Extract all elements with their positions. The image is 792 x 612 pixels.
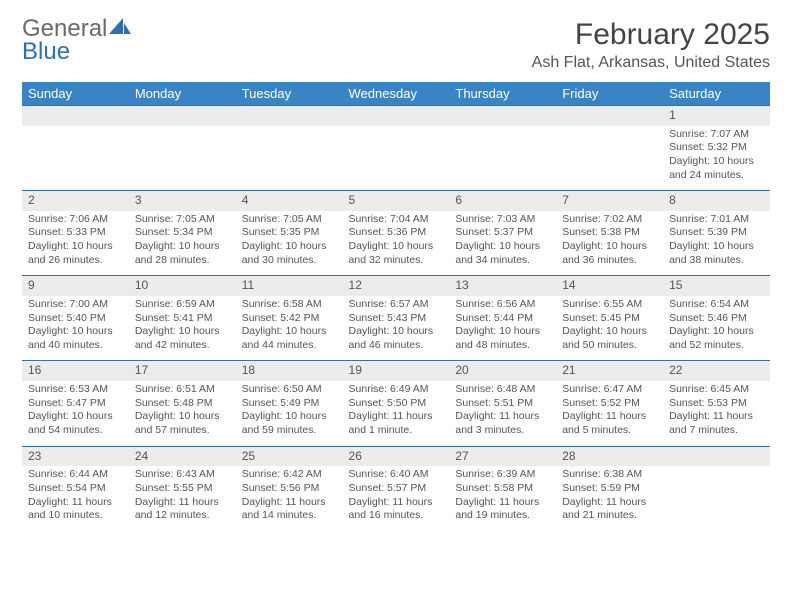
day-cell: Sunrise: 6:43 AM Sunset: 5:55 PM Dayligh…	[129, 466, 236, 531]
header: General Blue February 2025 Ash Flat, Ark…	[22, 18, 770, 72]
day-cell: Sunrise: 6:57 AM Sunset: 5:43 PM Dayligh…	[343, 296, 450, 361]
month-title: February 2025	[532, 18, 770, 52]
day-number: 20	[449, 361, 556, 381]
day-cell: Sunrise: 6:51 AM Sunset: 5:48 PM Dayligh…	[129, 381, 236, 446]
day-number: 5	[343, 191, 450, 211]
day-cell: Sunrise: 7:06 AM Sunset: 5:33 PM Dayligh…	[22, 211, 129, 276]
day-number: 18	[236, 361, 343, 381]
day-number: 9	[22, 276, 129, 296]
day-number: 11	[236, 276, 343, 296]
day-number: 16	[22, 361, 129, 381]
day-cell: Sunrise: 7:04 AM Sunset: 5:36 PM Dayligh…	[343, 211, 450, 276]
day-cell: Sunrise: 7:03 AM Sunset: 5:37 PM Dayligh…	[449, 211, 556, 276]
weekday-header: Sunday	[22, 82, 129, 106]
day-cell: Sunrise: 6:48 AM Sunset: 5:51 PM Dayligh…	[449, 381, 556, 446]
day-content-row: Sunrise: 6:44 AM Sunset: 5:54 PM Dayligh…	[22, 466, 770, 531]
day-number: 21	[556, 361, 663, 381]
day-number	[236, 106, 343, 126]
weekday-header: Friday	[556, 82, 663, 106]
day-cell: Sunrise: 6:44 AM Sunset: 5:54 PM Dayligh…	[22, 466, 129, 531]
day-number: 1	[663, 106, 770, 126]
location-text: Ash Flat, Arkansas, United States	[532, 54, 770, 72]
day-content-row: Sunrise: 6:53 AM Sunset: 5:47 PM Dayligh…	[22, 381, 770, 446]
brand-logo: General Blue	[22, 18, 131, 64]
day-number: 17	[129, 361, 236, 381]
day-cell: Sunrise: 6:42 AM Sunset: 5:56 PM Dayligh…	[236, 466, 343, 531]
day-number: 28	[556, 446, 663, 466]
brand-word-2: Blue	[22, 41, 131, 64]
day-number: 4	[236, 191, 343, 211]
day-cell: Sunrise: 6:40 AM Sunset: 5:57 PM Dayligh…	[343, 466, 450, 531]
day-cell: Sunrise: 6:50 AM Sunset: 5:49 PM Dayligh…	[236, 381, 343, 446]
day-number-row: 1	[22, 106, 770, 126]
day-content-row: Sunrise: 7:00 AM Sunset: 5:40 PM Dayligh…	[22, 296, 770, 361]
weekday-header: Tuesday	[236, 82, 343, 106]
day-cell: Sunrise: 7:02 AM Sunset: 5:38 PM Dayligh…	[556, 211, 663, 276]
day-cell: Sunrise: 6:47 AM Sunset: 5:52 PM Dayligh…	[556, 381, 663, 446]
day-number: 10	[129, 276, 236, 296]
day-number: 12	[343, 276, 450, 296]
day-number: 19	[343, 361, 450, 381]
day-number	[22, 106, 129, 126]
day-content-row: Sunrise: 7:06 AM Sunset: 5:33 PM Dayligh…	[22, 211, 770, 276]
day-cell: Sunrise: 6:49 AM Sunset: 5:50 PM Dayligh…	[343, 381, 450, 446]
day-cell: Sunrise: 6:55 AM Sunset: 5:45 PM Dayligh…	[556, 296, 663, 361]
day-number: 22	[663, 361, 770, 381]
day-number: 24	[129, 446, 236, 466]
day-number: 8	[663, 191, 770, 211]
day-number: 2	[22, 191, 129, 211]
weekday-header-row: Sunday Monday Tuesday Wednesday Thursday…	[22, 82, 770, 106]
day-cell	[129, 126, 236, 191]
day-number: 7	[556, 191, 663, 211]
day-cell: Sunrise: 6:45 AM Sunset: 5:53 PM Dayligh…	[663, 381, 770, 446]
day-cell	[236, 126, 343, 191]
day-number-row: 9101112131415	[22, 276, 770, 296]
weekday-header: Monday	[129, 82, 236, 106]
day-cell	[449, 126, 556, 191]
day-number: 13	[449, 276, 556, 296]
day-number	[449, 106, 556, 126]
day-cell: Sunrise: 7:05 AM Sunset: 5:35 PM Dayligh…	[236, 211, 343, 276]
day-cell	[343, 126, 450, 191]
day-number: 15	[663, 276, 770, 296]
day-number	[663, 446, 770, 466]
day-number: 3	[129, 191, 236, 211]
day-cell: Sunrise: 6:38 AM Sunset: 5:59 PM Dayligh…	[556, 466, 663, 531]
day-cell: Sunrise: 6:58 AM Sunset: 5:42 PM Dayligh…	[236, 296, 343, 361]
day-number: 27	[449, 446, 556, 466]
day-number-row: 2345678	[22, 191, 770, 211]
brand-sail-icon	[109, 18, 131, 34]
day-cell: Sunrise: 6:39 AM Sunset: 5:58 PM Dayligh…	[449, 466, 556, 531]
day-cell: Sunrise: 7:07 AM Sunset: 5:32 PM Dayligh…	[663, 126, 770, 191]
day-cell: Sunrise: 7:01 AM Sunset: 5:39 PM Dayligh…	[663, 211, 770, 276]
day-cell	[22, 126, 129, 191]
day-cell: Sunrise: 6:59 AM Sunset: 5:41 PM Dayligh…	[129, 296, 236, 361]
day-number	[556, 106, 663, 126]
weekday-header: Saturday	[663, 82, 770, 106]
calendar-body: 1Sunrise: 7:07 AM Sunset: 5:32 PM Daylig…	[22, 106, 770, 531]
day-number: 26	[343, 446, 450, 466]
day-number	[129, 106, 236, 126]
calendar-table: Sunday Monday Tuesday Wednesday Thursday…	[22, 82, 770, 531]
day-number	[343, 106, 450, 126]
day-cell: Sunrise: 6:54 AM Sunset: 5:46 PM Dayligh…	[663, 296, 770, 361]
day-number-row: 232425262728	[22, 446, 770, 466]
weekday-header: Thursday	[449, 82, 556, 106]
day-cell	[556, 126, 663, 191]
day-number: 6	[449, 191, 556, 211]
weekday-header: Wednesday	[343, 82, 450, 106]
day-cell: Sunrise: 7:00 AM Sunset: 5:40 PM Dayligh…	[22, 296, 129, 361]
day-content-row: Sunrise: 7:07 AM Sunset: 5:32 PM Dayligh…	[22, 126, 770, 191]
day-number: 23	[22, 446, 129, 466]
day-cell	[663, 466, 770, 531]
title-block: February 2025 Ash Flat, Arkansas, United…	[532, 18, 770, 72]
day-cell: Sunrise: 6:56 AM Sunset: 5:44 PM Dayligh…	[449, 296, 556, 361]
day-number: 25	[236, 446, 343, 466]
day-cell: Sunrise: 6:53 AM Sunset: 5:47 PM Dayligh…	[22, 381, 129, 446]
day-cell: Sunrise: 7:05 AM Sunset: 5:34 PM Dayligh…	[129, 211, 236, 276]
day-number-row: 16171819202122	[22, 361, 770, 381]
day-number: 14	[556, 276, 663, 296]
